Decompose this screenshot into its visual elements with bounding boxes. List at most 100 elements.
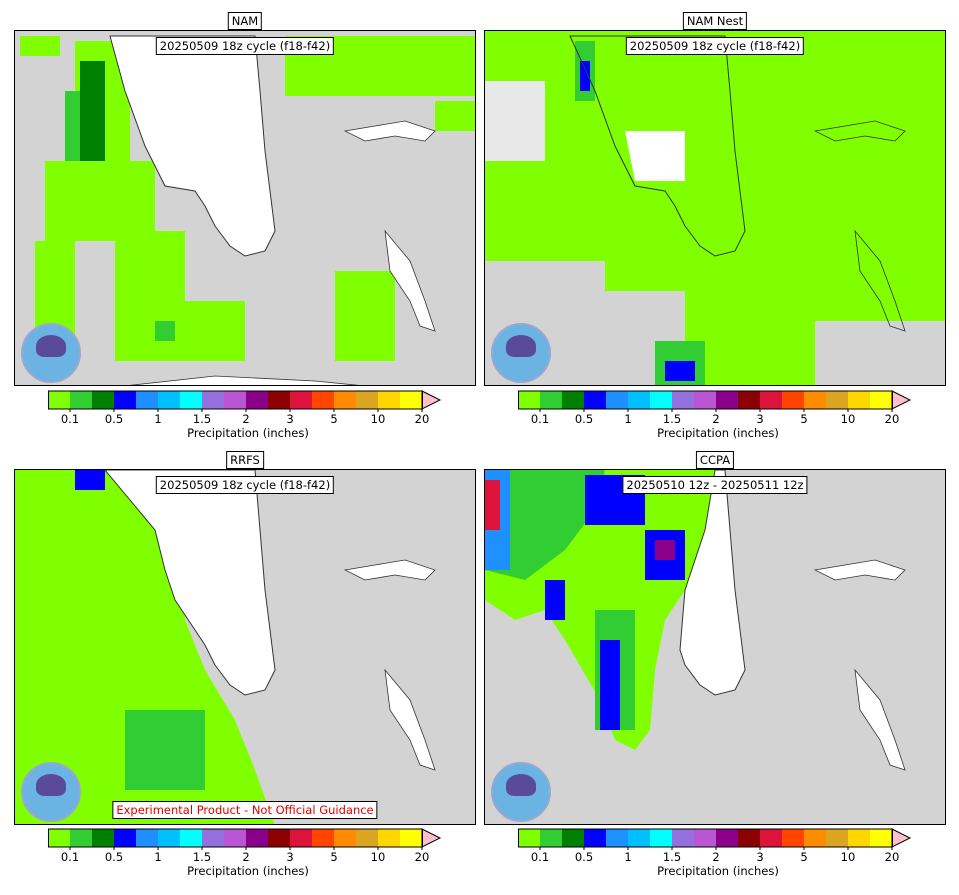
colorbar-extend-arrow [891,828,912,848]
colorbar-swatch [518,829,541,847]
colorbar-swatch [246,391,269,409]
colorbar-swatch [694,391,717,409]
noaa-logo [491,762,551,822]
colorbar-swatch [628,829,651,847]
panel-title: NAM Nest [682,12,748,30]
colorbar-swatch [378,829,401,847]
colorbar-swatch [870,391,893,409]
colorbar-swatch [114,391,137,409]
colorbar-swatch [540,829,563,847]
colorbar-extend-arrow [891,390,912,410]
colorbar-ticks: 0.1 0.5 1 1.5 2 3 5 10 20 [48,850,448,864]
colorbar-swatch [202,829,225,847]
colorbar-swatch [826,829,849,847]
cycle-label: 20250509 18z cycle (f18-f42) [625,37,805,55]
colorbar-swatch [356,829,379,847]
colorbar-tick-label: 20 [414,850,430,864]
colorbar-swatch [136,391,159,409]
colorbar-swatch [202,391,225,409]
cycle-label: 20250509 18z cycle (f18-f42) [155,476,335,494]
panel-title: NAM [227,12,263,30]
colorbar-tick-label: 2 [242,412,250,426]
noaa-logo [21,323,81,383]
colorbar-swatch [606,829,629,847]
colorbar-tick-label: 3 [286,412,294,426]
colorbar-tick-label: 2 [242,850,250,864]
colorbar-swatch [650,829,673,847]
colorbar-tick-label: 0.1 [530,412,550,426]
colorbar-tick-label: 3 [756,412,764,426]
colorbar-ticks: 0.1 0.5 1 1.5 2 3 5 10 20 [518,850,918,864]
colorbar-swatch [224,391,247,409]
colorbar-swatch [48,829,71,847]
colorbar-tick-label: 0.5 [104,412,124,426]
precip-map [14,30,476,386]
colorbar-swatch [312,391,335,409]
colorbar-tick-label: 2 [712,412,720,426]
colorbar-tick-label: 2 [712,850,720,864]
colorbar-swatch [114,829,137,847]
colorbar-tick-label: 0.5 [574,850,594,864]
colorbar-swatch [158,391,181,409]
precip-map [14,469,476,825]
colorbar-swatches [518,390,912,412]
colorbar-swatch [268,391,291,409]
colorbar-swatch [650,391,673,409]
colorbar-swatch [804,391,827,409]
colorbar-tick-label: 20 [884,412,900,426]
colorbar-swatch [606,391,629,409]
colorbar-tick-label: 0.5 [104,850,124,864]
colorbar-swatch [870,829,893,847]
colorbar-swatch [716,391,739,409]
colorbar-swatch [70,829,93,847]
colorbar-tick-label: 1 [624,850,632,864]
colorbar-tick-label: 0.1 [530,850,550,864]
map-graphics [15,470,436,824]
colorbar-tick-label: 5 [330,850,338,864]
colorbar-swatch [268,829,291,847]
colorbar-tick-label: 5 [330,412,338,426]
map-graphics [485,470,906,771]
colorbar-extend-arrow [421,828,442,848]
colorbar-swatch [334,391,357,409]
colorbar: 0.1 0.5 1 1.5 2 3 5 10 20 Precipitation (inches) [518,828,918,880]
colorbar-swatches [48,828,442,850]
colorbar: 0.1 0.5 1 1.5 2 3 5 10 20 Precipitation (inches) [48,390,448,442]
colorbar-swatch [584,829,607,847]
disclaimer-label: Experimental Product - Not Official Guid… [112,801,378,819]
colorbar-extend-arrow [421,390,442,410]
colorbar-swatch [48,391,71,409]
colorbar-swatch [584,391,607,409]
colorbar-swatches [518,828,912,850]
colorbar-tick-label: 20 [414,412,430,426]
colorbar-swatch [716,829,739,847]
colorbar-tick-label: 5 [800,412,808,426]
colorbar-tick-label: 20 [884,850,900,864]
colorbar-swatch [848,391,871,409]
colorbar-tick-label: 10 [840,850,856,864]
colorbar-tick-label: 1 [154,412,162,426]
colorbar: 0.1 0.5 1 1.5 2 3 5 10 20 Precipitation (inches) [48,828,448,880]
colorbar-label: Precipitation (inches) [657,864,779,878]
colorbar-swatch [738,829,761,847]
colorbar-label: Precipitation (inches) [187,426,309,440]
colorbar-swatch [518,391,541,409]
colorbar-tick-label: 1.5 [192,412,212,426]
colorbar-label: Precipitation (inches) [657,426,779,440]
colorbar: 0.1 0.5 1 1.5 2 3 5 10 20 Precipitation (inches) [518,390,918,442]
cycle-label: 20250510 12z - 20250511 12z [622,476,808,494]
colorbar-swatch [540,391,563,409]
colorbar-swatch [738,391,761,409]
colorbar-swatch [562,391,585,409]
colorbar-tick-label: 0.1 [60,412,80,426]
colorbar-tick-label: 1.5 [662,412,682,426]
precip-map [484,30,946,386]
colorbar-swatch [290,391,313,409]
colorbar-tick-label: 0.5 [574,412,594,426]
noaa-logo [491,323,551,383]
colorbar-swatch [312,829,335,847]
colorbar-ticks: 0.1 0.5 1 1.5 2 3 5 10 20 [48,412,448,426]
colorbar-tick-label: 5 [800,850,808,864]
colorbar-tick-label: 1.5 [192,850,212,864]
colorbar-swatch [628,391,651,409]
